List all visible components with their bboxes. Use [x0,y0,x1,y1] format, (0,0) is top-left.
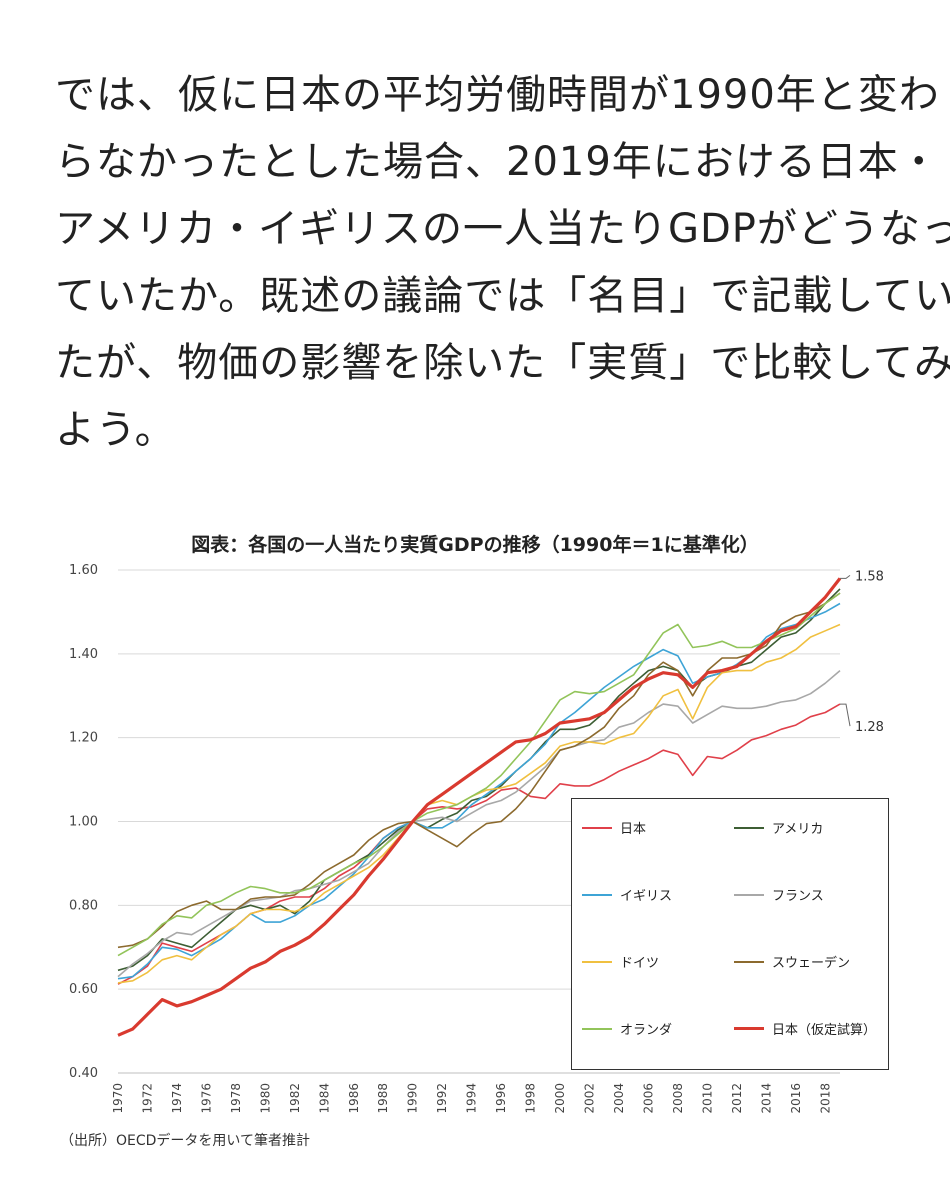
chart-legend: 日本 アメリカイギリス フランスドイツ スウェーデンオランダ 日本（仮定試算） [571,798,889,1070]
x-tick-label: 1970 [111,1083,125,1114]
paragraph-line: では、仮に日本の平均労働時間が1990年と変わ [55,72,940,118]
legend-label: 日本 [620,822,647,837]
paragraph-line: たが、物価の影響を除いた「実質」で比較してみ [55,340,950,386]
intro-paragraph: では、仮に日本の平均労働時間が1990年と変わ らなかったとした場合、2019年… [55,62,950,464]
x-tick-label: 1980 [258,1083,272,1114]
x-tick-label: 1994 [465,1083,479,1114]
series-line [117,623,841,984]
legend-swatch [734,1027,764,1030]
x-tick-label: 2004 [612,1083,626,1114]
legend-item: 日本（仮定試算） [734,1019,876,1038]
x-tick-label: 1982 [288,1083,302,1114]
x-tick-label: 2006 [641,1083,655,1114]
legend-swatch [734,826,764,829]
y-tick-label: 0.40 [69,1066,98,1081]
paragraph-line: らなかったとした場合、2019年における日本・ [55,139,940,185]
x-tick-label: 1984 [317,1083,331,1114]
x-tick-label: 2014 [759,1083,773,1114]
series-line [117,577,842,1037]
annotation-label: 1.58 [855,569,884,584]
x-tick-label: 1998 [524,1083,538,1114]
paragraph-line: アメリカ・イギリスの一人当たりGDPがどうなっ [55,206,950,252]
legend-swatch [734,893,764,896]
legend-label: スウェーデン [772,956,851,971]
x-tick-label: 1990 [406,1083,420,1114]
y-tick-label: 1.60 [69,563,98,578]
x-tick-label: 1972 [140,1083,154,1114]
source-note: （出所）OECDデータを用いて筆者推計 [60,1133,310,1149]
annotation-label: 1.28 [855,720,884,735]
paragraph-line: ていたか。既述の議論では「名目」で記載してい [55,273,950,319]
legend-item: オランダ [582,1019,672,1038]
series-line [117,592,841,949]
x-tick-label: 1988 [376,1083,390,1114]
chart-title: 図表：各国の一人当たり実質GDPの推移（1990年＝1に基準化） [191,534,759,556]
x-tick-label: 1996 [494,1083,508,1114]
legend-swatch [582,893,612,896]
legend-item: フランス [734,885,824,904]
legend-item: イギリス [582,885,672,904]
x-tick-label: 2012 [730,1083,744,1114]
legend-swatch [734,960,764,963]
x-tick-label: 1986 [347,1083,361,1114]
x-tick-label: 1992 [435,1083,449,1114]
legend-item: 日本 [582,818,646,837]
legend-label: アメリカ [772,822,824,837]
series-line [117,592,841,957]
legend-swatch [582,960,612,963]
paragraph-line: よう。 [55,407,176,453]
legend-label: イギリス [620,889,673,904]
x-tick-label: 2008 [671,1083,685,1114]
annotation-leader [840,574,851,579]
legend-item: ドイツ [582,952,659,971]
legend-label: フランス [772,889,824,904]
x-tick-label: 1976 [199,1083,213,1114]
annotation-leader [840,703,851,727]
y-tick-label: 1.40 [69,647,98,662]
y-tick-label: 1.00 [69,815,98,830]
y-tick-label: 1.20 [69,731,98,746]
x-tick-label: 2002 [583,1083,597,1114]
legend-label: ドイツ [620,956,660,971]
x-tick-label: 2016 [789,1083,803,1114]
legend-item: アメリカ [734,818,823,837]
x-tick-label: 2000 [553,1083,567,1114]
legend-label: オランダ [620,1023,673,1038]
x-tick-label: 2010 [700,1083,714,1114]
y-tick-label: 0.80 [69,898,98,913]
x-tick-label: 1974 [170,1083,184,1114]
y-tick-label: 0.60 [69,982,98,997]
legend-swatch [582,826,612,829]
legend-swatch [582,1027,612,1030]
x-tick-label: 1978 [229,1083,243,1114]
x-tick-label: 2018 [818,1083,832,1114]
legend-item: スウェーデン [734,952,850,971]
legend-label: 日本（仮定試算） [772,1023,877,1038]
